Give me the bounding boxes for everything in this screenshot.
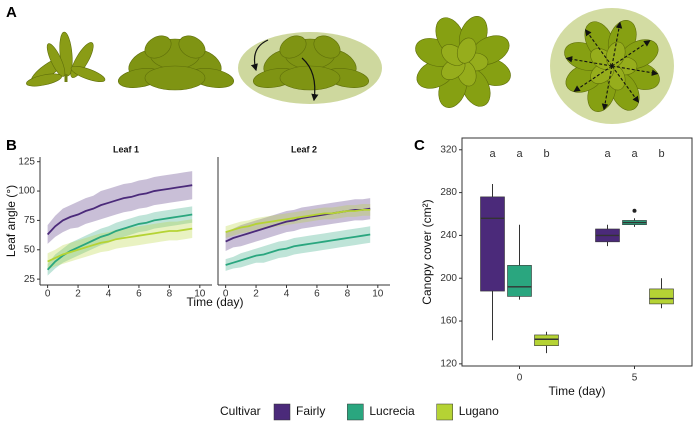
legend-title: Cultivar bbox=[220, 404, 261, 418]
line bbox=[47, 227, 193, 263]
leaf bbox=[279, 65, 341, 91]
x-tick-label: 8 bbox=[167, 289, 173, 300]
panel-label: B bbox=[6, 137, 17, 154]
y-tick-label: 280 bbox=[440, 187, 457, 198]
dashed-arrow bbox=[611, 65, 659, 76]
significance-letter: a bbox=[631, 148, 638, 160]
leaf bbox=[70, 65, 106, 83]
arrow bbox=[301, 57, 319, 102]
plant-illustrations bbox=[26, 8, 674, 124]
dashed-arrow bbox=[611, 40, 651, 67]
y-tick-label: 125 bbox=[18, 156, 35, 167]
y-tick-label: 100 bbox=[18, 186, 35, 197]
line bbox=[225, 233, 371, 266]
leaf bbox=[279, 35, 307, 59]
line bbox=[225, 208, 371, 234]
legend-label: Lucrecia bbox=[369, 404, 415, 418]
box bbox=[649, 288, 674, 305]
x-tick-label: 2 bbox=[75, 289, 81, 300]
significance-letter: b bbox=[543, 148, 549, 160]
significance-letter: a bbox=[604, 148, 611, 160]
legend-swatch bbox=[436, 403, 453, 421]
legend-swatch bbox=[347, 403, 364, 421]
ribbon bbox=[47, 219, 193, 270]
y-tick-label: 320 bbox=[440, 144, 457, 155]
panel-label: A bbox=[6, 4, 17, 21]
line bbox=[46, 213, 193, 271]
x-tick-label: 0 bbox=[45, 289, 51, 300]
ribbon bbox=[225, 198, 371, 251]
leaf bbox=[144, 35, 172, 59]
x-tick-label: 4 bbox=[106, 289, 112, 300]
box bbox=[480, 196, 505, 292]
dashed-arrow bbox=[611, 21, 623, 67]
x-tick-label: 2 bbox=[253, 289, 259, 300]
x-tick-label: 0 bbox=[223, 289, 229, 300]
y-tick-label: 160 bbox=[440, 316, 457, 327]
leaf bbox=[26, 73, 62, 87]
y-tick-label: 240 bbox=[440, 230, 457, 241]
y-tick-label: 120 bbox=[440, 358, 457, 369]
leaf bbox=[178, 35, 206, 59]
dashed-arrow bbox=[565, 56, 613, 67]
dashed-arrow bbox=[611, 65, 640, 103]
y-axis-label: Leaf angle (°) bbox=[4, 185, 18, 257]
legend-label: Fairly bbox=[296, 404, 325, 418]
dashed-arrow bbox=[584, 29, 613, 67]
y-tick-label: 25 bbox=[24, 274, 36, 285]
x-axis-label: Time (day) bbox=[187, 295, 244, 309]
x-tick-label: 6 bbox=[136, 289, 142, 300]
x-tick-label: 6 bbox=[314, 289, 320, 300]
arrow bbox=[250, 39, 269, 72]
strip-title: Leaf 2 bbox=[291, 144, 317, 154]
legend-swatch bbox=[273, 403, 291, 421]
significance-letter: a bbox=[516, 148, 523, 160]
x-tick-label: 0 bbox=[517, 373, 523, 384]
y-tick-label: 75 bbox=[24, 215, 36, 226]
leaf bbox=[46, 43, 66, 77]
panel-label: C bbox=[414, 137, 425, 154]
significance-letter: b bbox=[658, 148, 664, 160]
y-axis-label: Canopy cover (cm²) bbox=[420, 199, 434, 304]
x-tick-label: 8 bbox=[345, 289, 351, 300]
leaf bbox=[313, 35, 341, 59]
box bbox=[507, 265, 532, 297]
x-tick-label: 10 bbox=[372, 289, 384, 300]
box bbox=[534, 334, 559, 346]
significance-letter: a bbox=[489, 148, 496, 160]
ribbon bbox=[225, 226, 371, 271]
x-axis-label: Time (day) bbox=[549, 384, 606, 398]
outlier bbox=[632, 208, 637, 213]
panel-border bbox=[461, 137, 693, 367]
dashed-arrow bbox=[601, 65, 613, 111]
strip-title: Leaf 1 bbox=[113, 144, 139, 154]
ribbon bbox=[47, 171, 193, 244]
ribbon bbox=[47, 206, 193, 276]
legend-label: Lugano bbox=[459, 404, 499, 418]
x-tick-label: 10 bbox=[194, 289, 206, 300]
y-tick-label: 200 bbox=[440, 273, 457, 284]
x-tick-label: 5 bbox=[632, 373, 638, 384]
x-tick-label: 4 bbox=[284, 289, 290, 300]
y-tick-label: 50 bbox=[24, 244, 36, 255]
leaf bbox=[456, 37, 477, 64]
line bbox=[46, 184, 193, 236]
leaf bbox=[144, 65, 206, 91]
dashed-arrow bbox=[573, 65, 613, 92]
